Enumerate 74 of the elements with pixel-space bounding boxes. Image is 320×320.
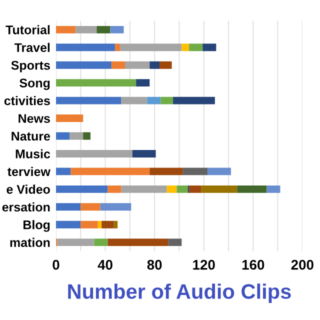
bar bbox=[57, 238, 94, 246]
y-tick-label: Sports bbox=[11, 60, 50, 72]
x-tick-label: 0 bbox=[52, 260, 60, 270]
bar bbox=[115, 44, 120, 52]
bar bbox=[160, 96, 174, 104]
bar bbox=[124, 61, 150, 69]
bar bbox=[100, 203, 132, 211]
bar bbox=[173, 96, 215, 104]
y-tick-label: Blog bbox=[24, 220, 50, 232]
bar bbox=[120, 44, 182, 52]
y-tick-label: News bbox=[18, 114, 50, 123]
bar bbox=[56, 220, 81, 228]
bar bbox=[136, 79, 150, 87]
y-tick-label: Music bbox=[16, 149, 50, 158]
bar bbox=[147, 96, 161, 104]
x-tick-label: 40 bbox=[98, 260, 112, 270]
bar bbox=[237, 185, 267, 193]
bar bbox=[80, 203, 100, 211]
bar bbox=[168, 238, 182, 246]
x-tick-label: 200 bbox=[291, 260, 314, 270]
bar bbox=[98, 220, 102, 228]
x-tick-label: 120 bbox=[193, 260, 215, 270]
bar bbox=[201, 185, 238, 193]
bar bbox=[96, 26, 110, 34]
bar bbox=[176, 185, 188, 193]
bar bbox=[150, 61, 160, 69]
bar bbox=[114, 220, 118, 228]
bar bbox=[76, 26, 97, 34]
y-tick-label: Tutorial bbox=[6, 25, 50, 34]
y-tick-label: ersation bbox=[2, 202, 50, 212]
bar bbox=[111, 61, 125, 69]
y-tick-label: e Video bbox=[6, 184, 50, 194]
x-tick-label: 80 bbox=[147, 260, 162, 270]
bar bbox=[56, 79, 136, 87]
bar bbox=[108, 185, 122, 193]
x-axis-title: Number of Audio Clips bbox=[68, 284, 291, 304]
bar bbox=[121, 185, 167, 193]
y-tick-label: Nature bbox=[12, 132, 50, 141]
y-tick-label: Travel bbox=[14, 42, 50, 52]
bar bbox=[56, 96, 122, 104]
y-tick-label: mation bbox=[10, 238, 50, 247]
x-tick-label: 160 bbox=[242, 260, 264, 270]
bar bbox=[94, 238, 108, 246]
bar bbox=[102, 220, 114, 228]
y-tick-label: Song bbox=[20, 78, 50, 90]
bar bbox=[132, 150, 156, 158]
bar bbox=[189, 44, 203, 52]
bar bbox=[108, 238, 168, 246]
bar bbox=[56, 26, 76, 34]
bar bbox=[121, 96, 148, 104]
bar bbox=[56, 150, 132, 158]
y-tick-label: terview bbox=[8, 166, 50, 176]
bar bbox=[266, 185, 280, 193]
bar bbox=[182, 44, 190, 52]
bar bbox=[150, 168, 183, 176]
bar bbox=[182, 168, 208, 176]
bar bbox=[56, 168, 71, 176]
bar bbox=[208, 168, 231, 176]
bar bbox=[70, 132, 84, 140]
bar bbox=[166, 185, 177, 193]
bar bbox=[189, 185, 202, 193]
bar bbox=[110, 26, 124, 34]
bar bbox=[56, 44, 116, 52]
bar bbox=[70, 168, 150, 176]
bar bbox=[56, 61, 112, 69]
bar bbox=[56, 185, 108, 193]
y-tick-label: ctivities bbox=[4, 96, 50, 106]
bar bbox=[202, 44, 216, 52]
bar bbox=[56, 132, 70, 140]
bar bbox=[83, 132, 90, 140]
bar bbox=[80, 220, 98, 228]
bar bbox=[56, 114, 84, 122]
bar bbox=[56, 203, 81, 211]
bar bbox=[159, 61, 172, 69]
